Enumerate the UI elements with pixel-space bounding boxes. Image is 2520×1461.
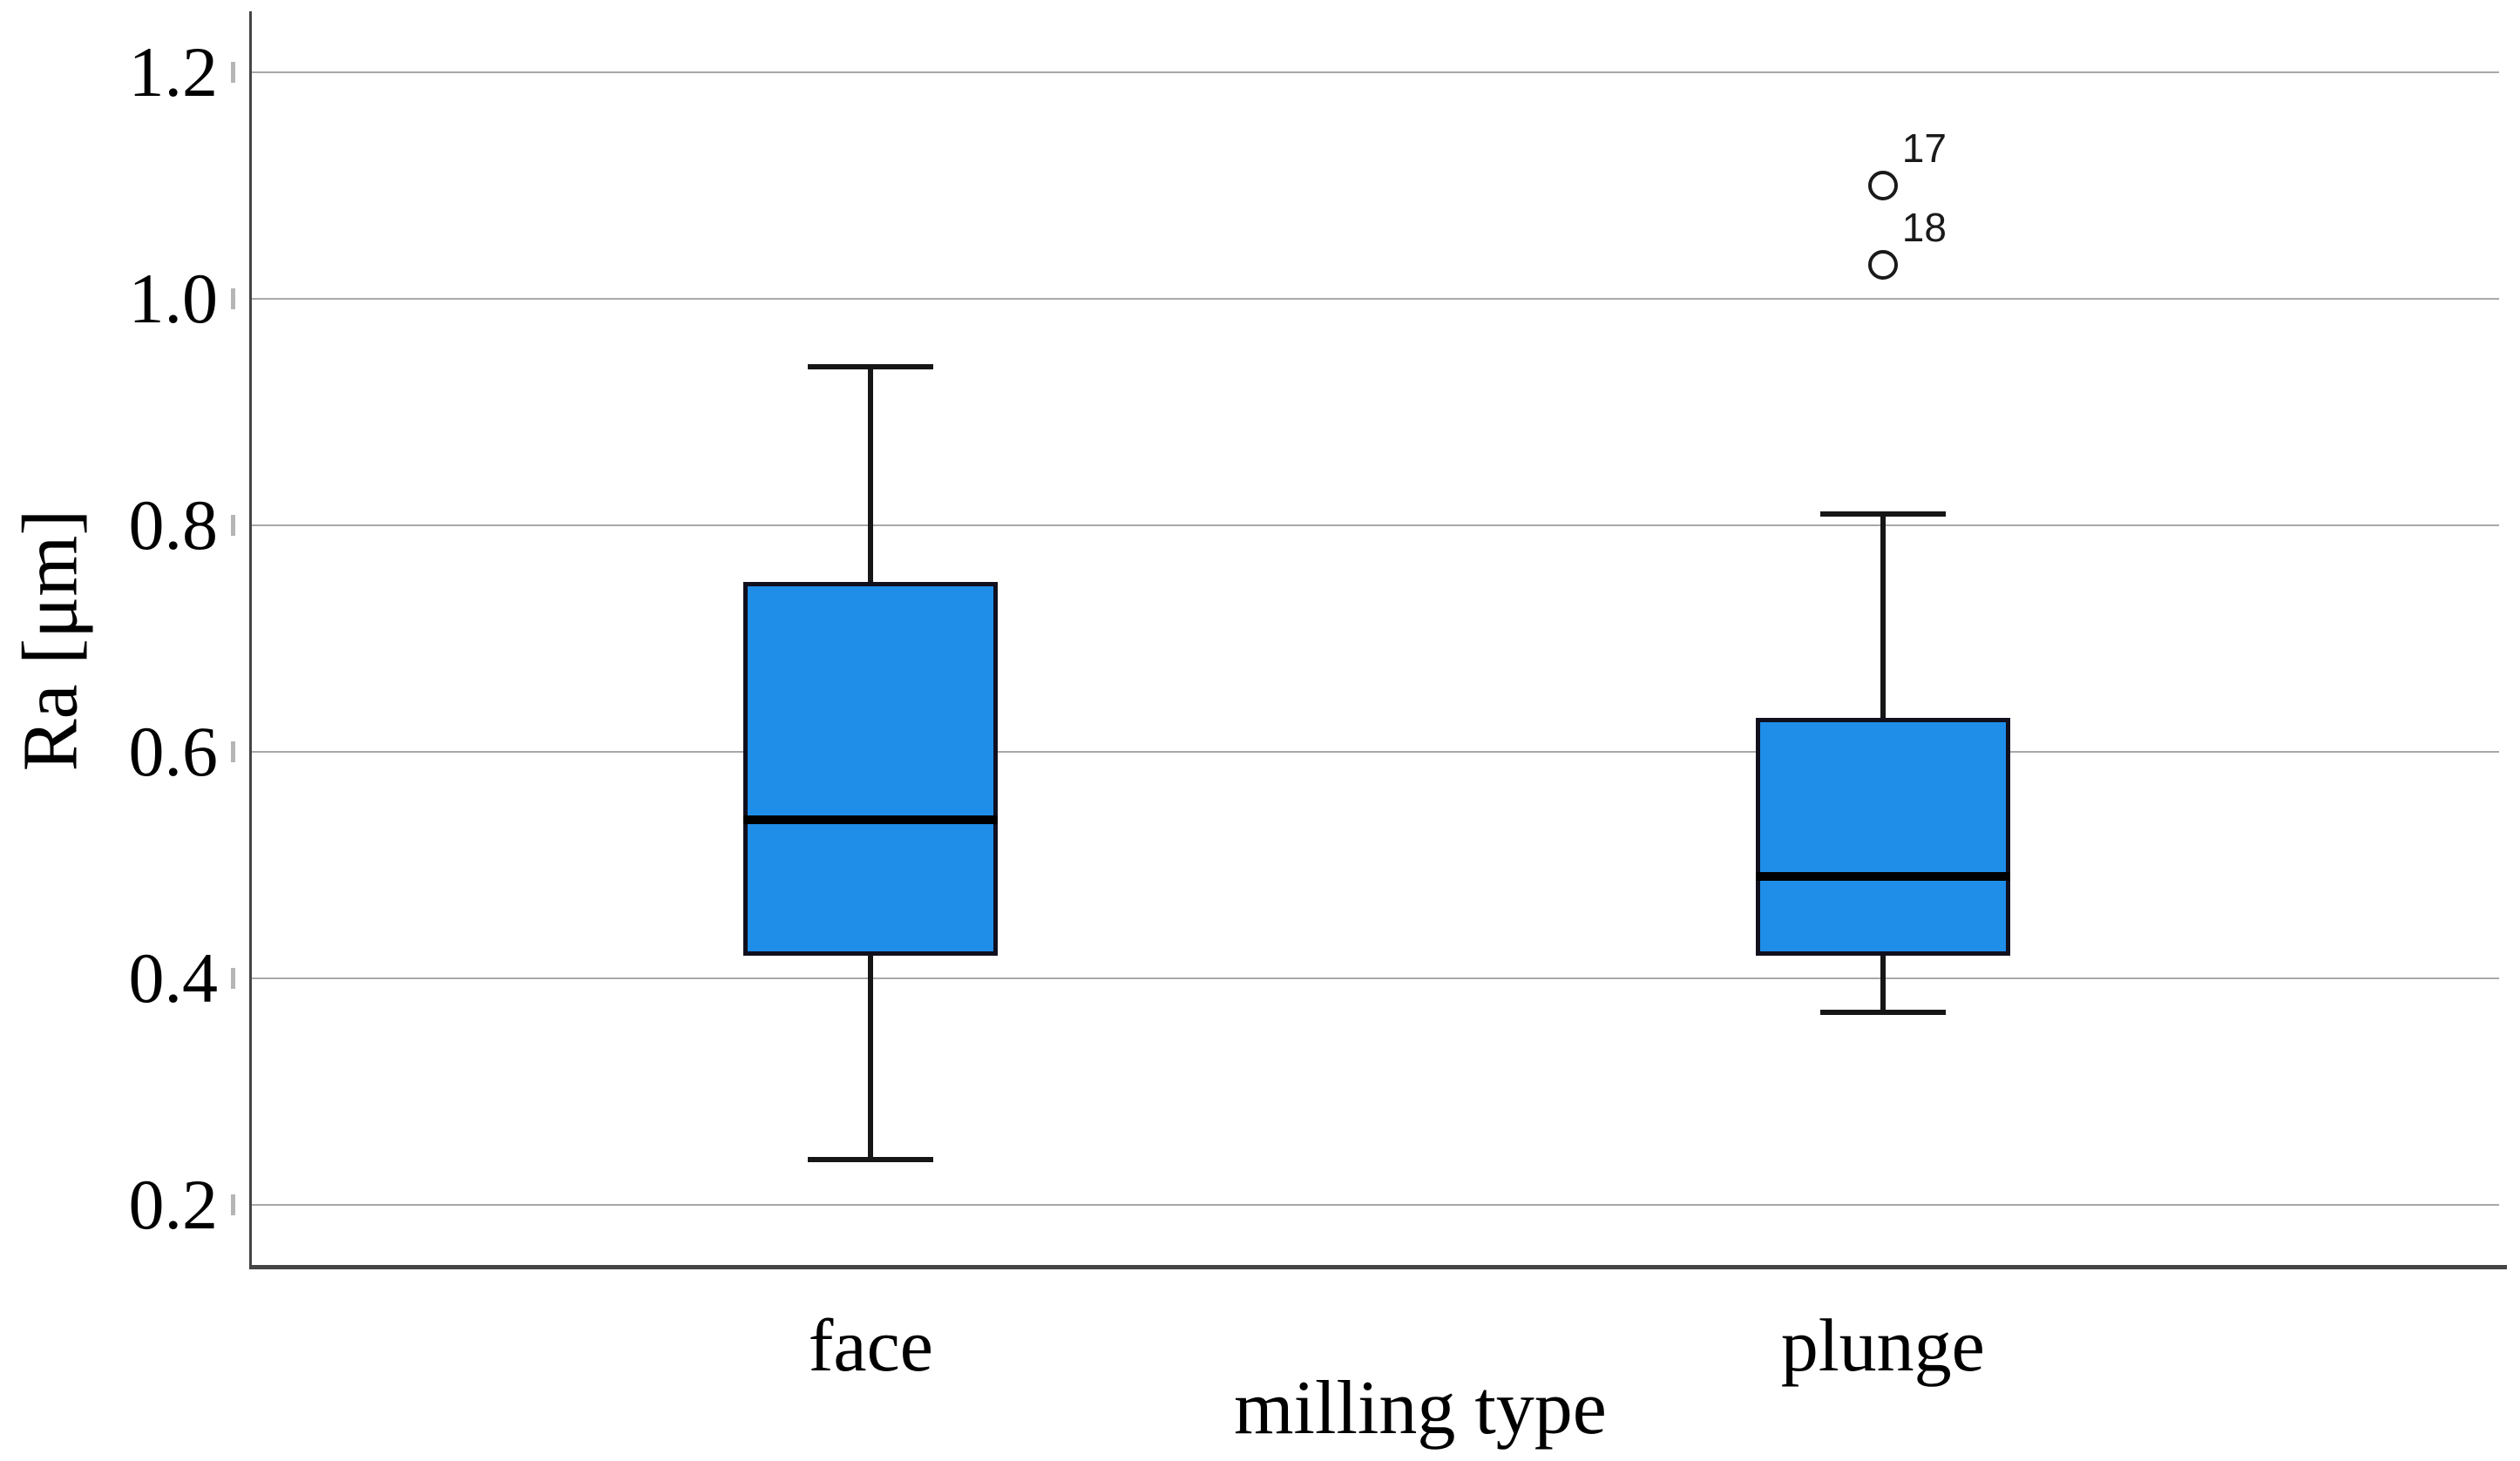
gridline bbox=[250, 298, 2499, 300]
category-label-plunge: plunge bbox=[1780, 1303, 1985, 1387]
whisker-low-cap-plunge bbox=[1819, 1010, 1946, 1015]
median-face bbox=[743, 815, 999, 824]
gridline bbox=[250, 524, 2499, 526]
y-tick-label: 0.2 bbox=[128, 1165, 219, 1244]
y-axis-tick bbox=[231, 1194, 235, 1215]
whisker-high-cap-face bbox=[808, 364, 934, 369]
gridline bbox=[250, 71, 2499, 73]
y-axis-line bbox=[249, 11, 252, 1268]
whisker-high-line-plunge bbox=[1880, 514, 1886, 718]
x-axis-title: milling type bbox=[1234, 1366, 1607, 1451]
y-axis-tick bbox=[231, 288, 235, 309]
y-tick-label: 0.6 bbox=[128, 712, 219, 791]
outlier-point-18 bbox=[1867, 250, 1898, 280]
y-tick-label: 1.0 bbox=[128, 259, 219, 338]
outlier-point-17 bbox=[1867, 171, 1898, 200]
y-tick-label: 0.8 bbox=[128, 485, 219, 565]
y-tick-label: 0.4 bbox=[128, 938, 219, 1018]
x-axis-line bbox=[249, 1265, 2507, 1269]
box-plunge bbox=[1755, 718, 2010, 956]
y-axis-tick bbox=[231, 968, 235, 989]
whisker-high-cap-plunge bbox=[1819, 511, 1946, 517]
whisker-low-line-plunge bbox=[1880, 956, 1886, 1012]
whisker-low-cap-face bbox=[808, 1157, 934, 1162]
y-axis-tick bbox=[231, 515, 235, 536]
outlier-label-17: 17 bbox=[1901, 125, 1947, 171]
y-axis-tick bbox=[231, 62, 235, 83]
median-plunge bbox=[1755, 872, 2010, 881]
outlier-label-18: 18 bbox=[1901, 205, 1947, 250]
category-label-face: face bbox=[808, 1303, 933, 1387]
whisker-high-line-face bbox=[868, 367, 874, 582]
box-face bbox=[743, 582, 999, 956]
gridline bbox=[250, 751, 2499, 753]
whisker-low-line-face bbox=[868, 956, 874, 1160]
gridline bbox=[250, 1204, 2499, 1206]
gridline bbox=[250, 977, 2499, 979]
y-axis-tick bbox=[231, 741, 235, 762]
y-tick-label: 1.2 bbox=[128, 32, 219, 112]
